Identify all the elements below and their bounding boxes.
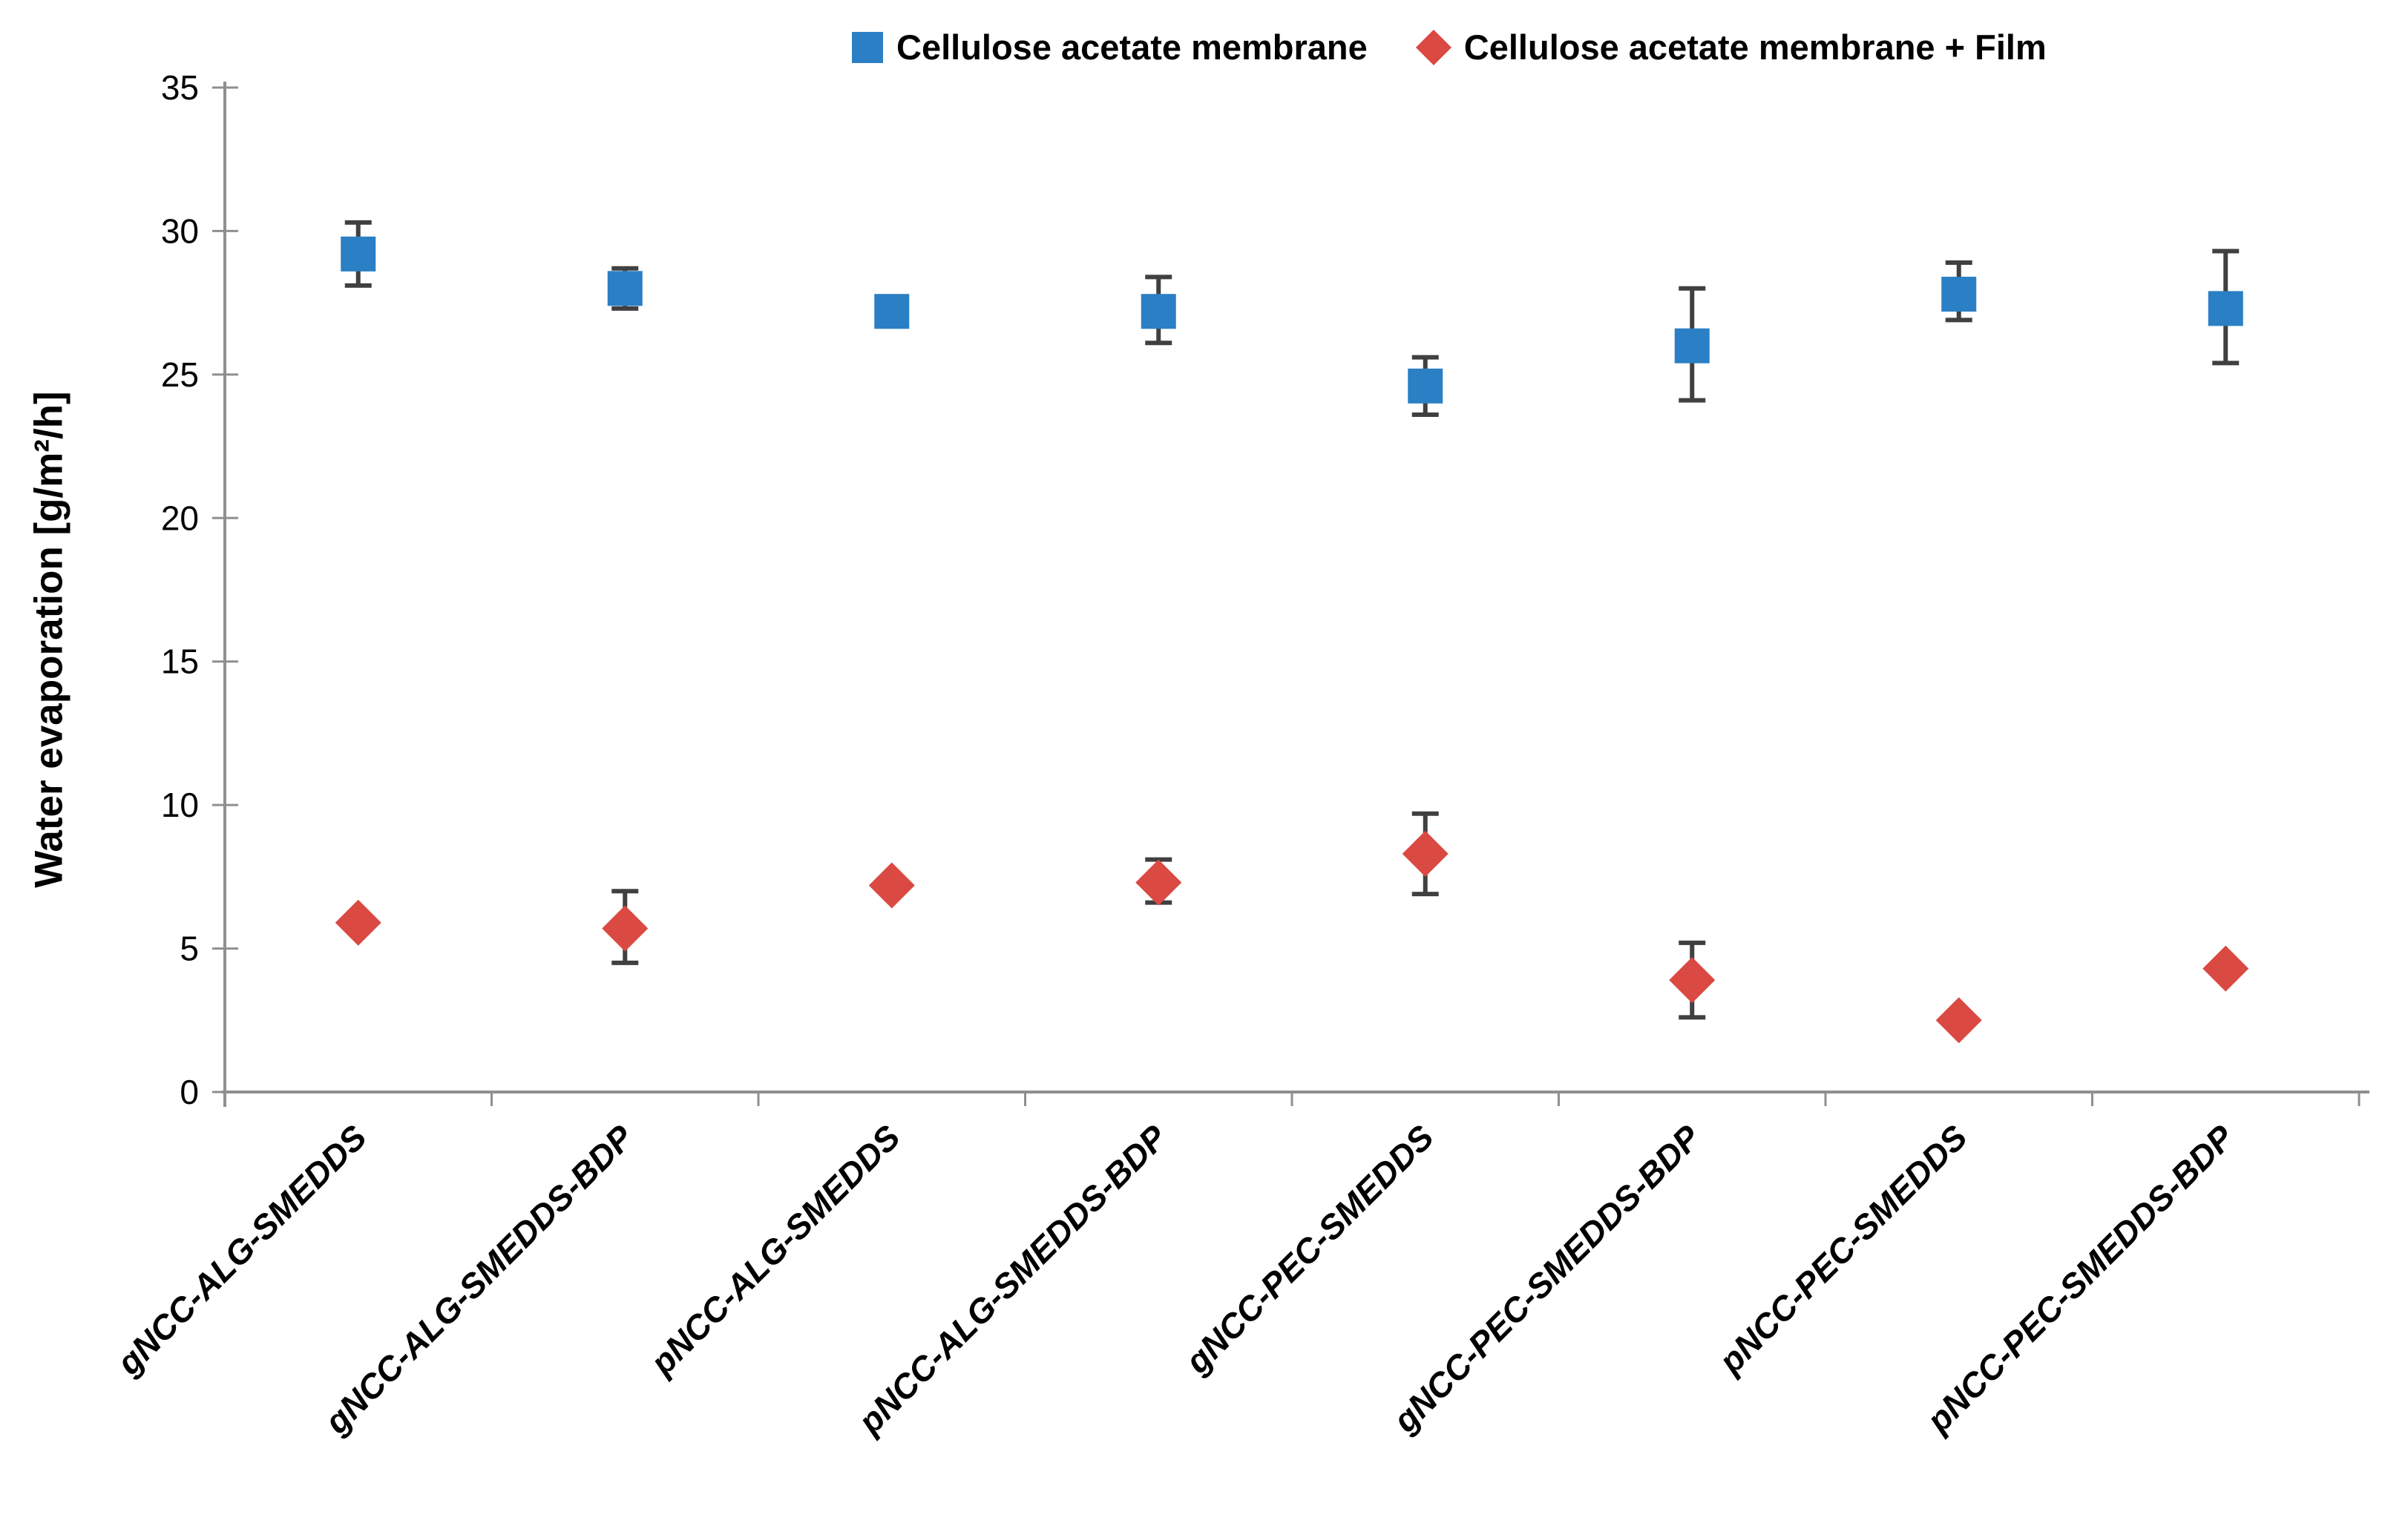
data-point-square [874, 294, 910, 329]
legend-square-marker-icon [852, 31, 883, 63]
data-point-diamond [335, 899, 381, 946]
y-tick-label: 20 [161, 499, 199, 537]
y-tick-label: 30 [161, 211, 199, 250]
category-label: pNCC-PEC-SMEDDS [1710, 1117, 1975, 1381]
category-label: gNCC-ALG-SMEDDS-BDP [317, 1117, 641, 1441]
legend-label: Cellulose acetate membrane [896, 27, 1368, 67]
y-tick-label: 35 [161, 68, 199, 107]
category-label: pNCC-ALG-SMEDDS [642, 1117, 908, 1383]
y-tick-label: 15 [161, 642, 199, 681]
category-label: gNCC-ALG-SMEDDS [109, 1117, 375, 1383]
y-tick-label: 10 [161, 786, 199, 824]
data-point-diamond [1935, 997, 1982, 1044]
legend-label: Cellulose acetate membrane + Film [1463, 27, 2047, 67]
category-label: pNCC-ALG-SMEDDS-BDP [850, 1117, 1175, 1442]
data-point-square [1408, 368, 1443, 404]
y-tick-label: 5 [180, 930, 199, 968]
data-point-square [1141, 294, 1176, 329]
data-point-diamond [1669, 957, 1716, 1004]
legend-item-membrane-film: Cellulose acetate membrane + Film [1415, 27, 2047, 68]
data-point-diamond [868, 862, 915, 909]
data-point-diamond [2202, 945, 2249, 992]
y-axis-title: Water evaporation [g/m²/h] [27, 391, 71, 888]
data-point-diamond [602, 905, 649, 952]
data-point-square [341, 236, 376, 272]
data-point-square [607, 271, 643, 306]
data-point-square [1674, 328, 1710, 364]
chart-legend: Cellulose acetate membrane Cellulose ace… [852, 27, 2047, 68]
data-point-diamond [1135, 859, 1182, 906]
legend-item-membrane: Cellulose acetate membrane [852, 27, 1368, 68]
data-point-square [2208, 291, 2243, 326]
category-label: gNCC-PEC-SMEDDS [1177, 1117, 1441, 1381]
legend-diamond-marker-icon [1415, 29, 1451, 65]
category-label: gNCC-PEC-SMEDDS-BDP [1385, 1117, 1707, 1440]
data-point-square [1941, 277, 1977, 312]
y-tick-label: 25 [161, 355, 199, 394]
category-label: pNCC-PEC-SMEDDS-BDP [1918, 1117, 2242, 1441]
data-point-diamond [1402, 830, 1449, 877]
y-tick-label: 0 [180, 1073, 199, 1111]
